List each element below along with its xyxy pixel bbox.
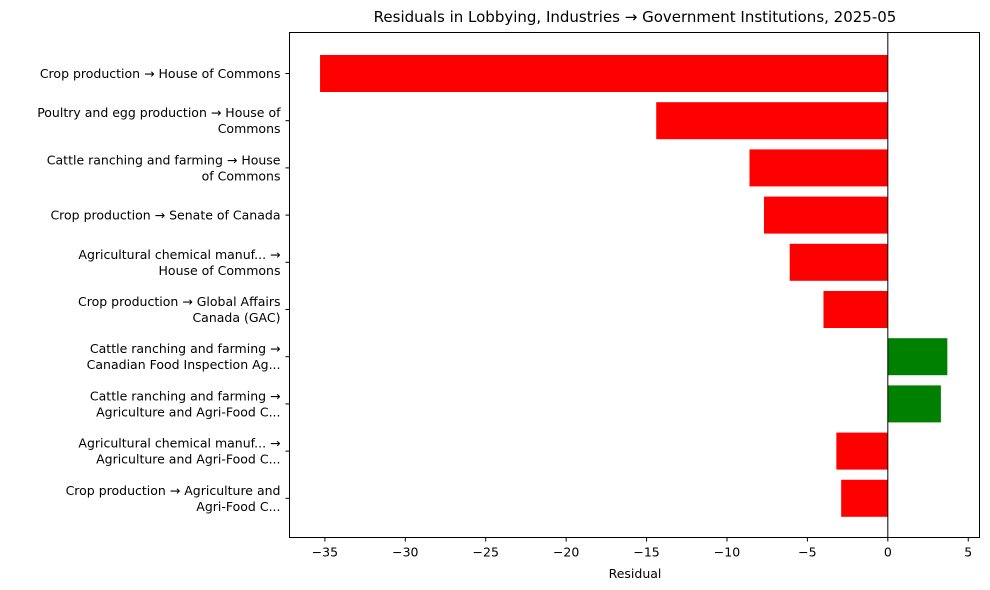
category-label-7-line-1: Agriculture and Agri-Food C... [96, 404, 280, 419]
x-tick-label-8: 5 [964, 545, 972, 560]
x-tick-label-2: −25 [473, 545, 499, 560]
bar-1 [656, 102, 888, 140]
x-axis: −35 −30 −25 −20 −15 −10 −5 0 5 [312, 537, 972, 560]
category-label-7-line-0: Cattle ranching and farming → [90, 388, 281, 403]
category-label-9-line-0: Crop production → Agriculture and [66, 483, 281, 498]
category-label-2-line-0: Cattle ranching and farming → House [47, 152, 281, 167]
chart-title: Residuals in Lobbying, Industries → Gove… [374, 8, 897, 26]
category-label-1-line-1: Commons [218, 121, 281, 136]
category-label-1-line-0: Poultry and egg production → House of [37, 105, 281, 120]
x-tick-label-1: −30 [392, 545, 418, 560]
category-label-6-line-0: Cattle ranching and farming → [90, 341, 281, 356]
plot-frame [289, 32, 980, 538]
bar-2 [749, 149, 888, 187]
x-tick-label-5: −10 [714, 545, 740, 560]
x-tick-label-3: −20 [553, 545, 579, 560]
x-tick-label-4: −15 [633, 545, 659, 560]
category-labels: Crop production → House of Commons Poultr… [37, 66, 290, 514]
x-tick-label-6: −5 [798, 545, 816, 560]
category-label-9-line-1: Agri-Food C... [196, 499, 280, 514]
category-label-2-line-1: of Commons [202, 168, 281, 183]
category-label-8-line-0: Agricultural chemical manuf... → [78, 436, 280, 451]
x-tick-label-0: −35 [312, 545, 338, 560]
category-label-4-line-1: House of Commons [159, 263, 281, 278]
bars-group [320, 55, 948, 517]
bar-8 [836, 432, 888, 470]
bar-7 [887, 385, 941, 423]
bar-4 [789, 243, 888, 281]
bar-5 [823, 291, 888, 328]
bar-3 [763, 196, 888, 234]
bar-9 [841, 479, 888, 517]
category-label-8-line-1: Agriculture and Agri-Food C... [96, 452, 280, 467]
x-tick-label-7: 0 [884, 545, 892, 560]
category-label-5-line-1: Canada (GAC) [192, 310, 280, 325]
x-axis-label: Residual [609, 566, 662, 581]
category-label-6-line-1: Canadian Food Inspection Ag... [87, 357, 281, 372]
bar-0 [320, 55, 888, 92]
bar-6 [887, 338, 948, 376]
category-label-4-line-0: Agricultural chemical manuf... → [78, 247, 280, 262]
category-label-3-line-0: Crop production → Senate of Canada [50, 208, 280, 223]
category-label-5-line-0: Crop production → Global Affairs [78, 294, 280, 309]
category-label-0-line-0: Crop production → House of Commons [40, 66, 281, 81]
